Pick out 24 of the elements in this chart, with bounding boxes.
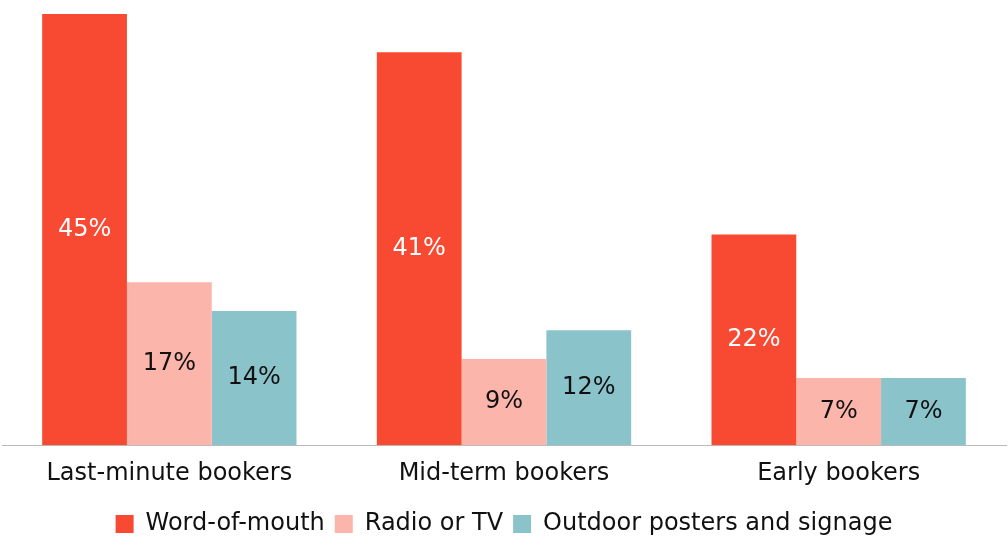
legend-label: Outdoor posters and signage <box>543 508 893 537</box>
data-label: 7% <box>819 395 858 424</box>
data-label: 41% <box>392 233 446 261</box>
bar <box>796 378 882 446</box>
bar <box>881 378 966 446</box>
data-label: 9% <box>484 386 524 415</box>
data-label: 22% <box>727 324 781 353</box>
bar <box>711 234 797 446</box>
data-label: 17% <box>142 347 197 376</box>
bar <box>461 358 547 446</box>
bar <box>376 52 462 446</box>
bar <box>211 311 297 446</box>
x-tick-label: Last-minute bookers <box>46 457 293 486</box>
bar <box>42 14 127 446</box>
bar <box>126 282 212 446</box>
data-label: 12% <box>562 371 616 400</box>
legend-label: Radio or TV <box>364 508 504 537</box>
data-label: 7% <box>904 395 943 424</box>
data-label: 45% <box>57 213 112 242</box>
x-tick-label: Early bookers <box>757 457 921 486</box>
bar <box>546 330 632 446</box>
x-tick-label: Mid-term bookers <box>398 457 610 486</box>
legend-label: Word-of-mouth <box>145 508 325 537</box>
data-label: 14% <box>227 362 281 391</box>
